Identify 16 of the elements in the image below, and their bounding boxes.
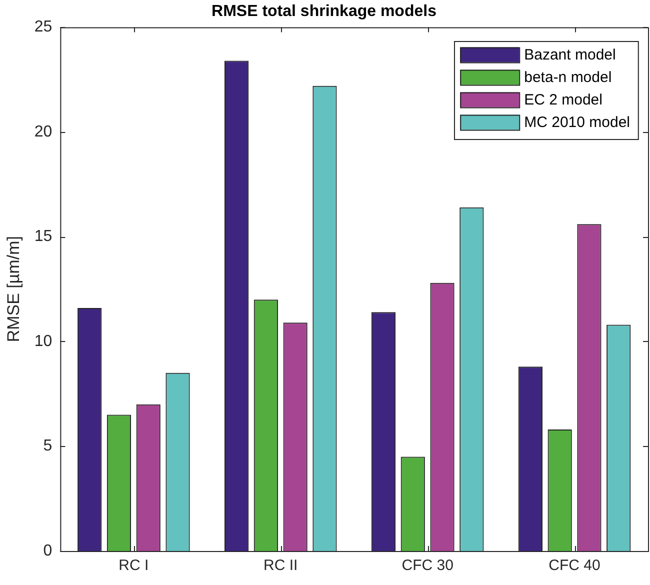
y-tick-label: 20 (34, 123, 52, 140)
x-tick-label: RC I (118, 557, 149, 574)
y-axis-title: RMSE [µm/m] (4, 236, 23, 342)
chart-title: RMSE total shrinkage models (212, 3, 437, 20)
legend-label: beta-n model (524, 68, 612, 86)
y-tick-label: 25 (34, 18, 52, 36)
legend-label: EC 2 model (524, 91, 602, 108)
y-tick-label: 10 (34, 332, 52, 350)
x-tick-label: CFC 40 (548, 557, 600, 574)
x-tick-label: RC II (264, 557, 298, 574)
y-tick-label: 15 (34, 228, 52, 246)
y-tick-label: 5 (43, 438, 52, 455)
legend-label: Bazant model (524, 46, 616, 64)
y-tick-label: 0 (43, 542, 52, 560)
legend-label: MC 2010 model (524, 114, 630, 131)
x-tick-label: CFC 30 (402, 557, 454, 574)
